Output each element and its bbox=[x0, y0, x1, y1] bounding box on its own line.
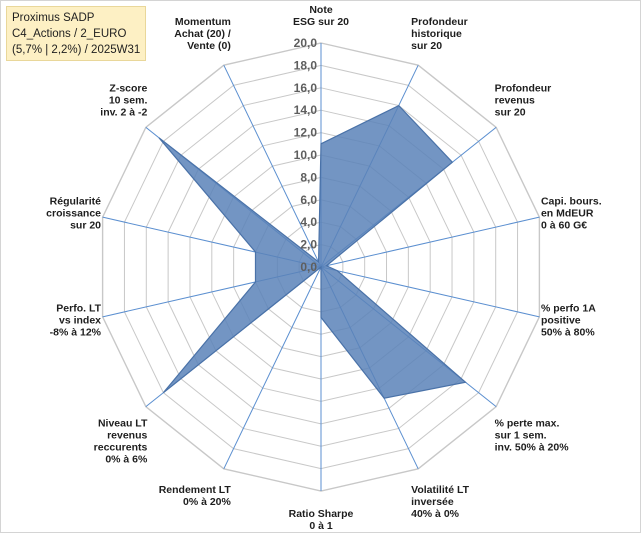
axis-label-line: vs index bbox=[59, 314, 101, 326]
axis-labels: Note ESG sur 20 Profondeur historique sur 20… bbox=[46, 4, 602, 532]
axis-label-line: Profondeur bbox=[495, 82, 552, 94]
axis-label: Rendement LT 0% à 20% bbox=[159, 484, 232, 508]
axis-label: Profondeur revenus sur 20 bbox=[495, 82, 552, 118]
axis-label-line: % perfo 1A bbox=[541, 302, 596, 314]
axis-label: Régularité croissance sur 20 bbox=[46, 196, 101, 232]
radial-ticks: 0,0 2,0 4,0 6,0 8,0 10,0 12,0 14,0 16,0 18,0 20,0 bbox=[294, 36, 318, 274]
axis-label-line: Achat (20) / bbox=[174, 28, 231, 40]
axis-label: Profondeur historique sur 20 bbox=[411, 16, 468, 52]
axis-label-line: sur 20 bbox=[495, 106, 526, 118]
tick-label: 8,0 bbox=[300, 170, 317, 184]
axis-label: Ratio Sharpe 0 à 1 bbox=[289, 508, 354, 532]
series-polygon bbox=[158, 104, 467, 399]
axis-label-line: Vente (0) bbox=[187, 40, 231, 52]
axis-label: Z-score 10 sem. inv. 2 à -2 bbox=[100, 82, 147, 118]
axis-label-line: Z-score bbox=[109, 82, 147, 94]
tick-label: 14,0 bbox=[294, 103, 318, 117]
tick-label: 18,0 bbox=[294, 58, 318, 72]
tick-label: 12,0 bbox=[294, 126, 318, 140]
axis-label-line: revenus bbox=[107, 430, 147, 442]
axis-label-line: en MdEUR bbox=[541, 208, 594, 220]
tick-label: 2,0 bbox=[300, 238, 317, 252]
axis-label-line: % perte max. bbox=[495, 418, 560, 430]
tick-label: 20,0 bbox=[294, 36, 318, 50]
tick-label: 16,0 bbox=[294, 81, 318, 95]
axis-spoke bbox=[320, 216, 540, 268]
axis-label-line: 0 à 60 G€ bbox=[541, 220, 587, 232]
axis-label-line: 50% à 80% bbox=[541, 326, 595, 338]
chart-title: Proximus SADP bbox=[12, 12, 95, 24]
axis-label: % perfo 1A positive 50% à 80% bbox=[541, 302, 596, 338]
axis-label-line: Rendement LT bbox=[159, 484, 232, 496]
chart-period: (5,7% | 2,2%) / 2025W31 bbox=[12, 44, 141, 56]
axis-label-line: Perfo. LT bbox=[56, 302, 101, 314]
axis-label: Momentum Achat (20) / Vente (0) bbox=[174, 16, 231, 52]
axis-label-line: 0% à 20% bbox=[183, 496, 232, 508]
axis-spoke bbox=[223, 64, 322, 268]
tick-label: 4,0 bbox=[300, 215, 317, 229]
axis-label-line: 0 à 1 bbox=[309, 520, 333, 532]
axis-label-line: -8% à 12% bbox=[50, 326, 102, 338]
tick-label: 6,0 bbox=[300, 193, 317, 207]
axis-label-line: historique bbox=[411, 28, 462, 40]
axis-spoke bbox=[320, 266, 540, 318]
axis-label-line: croissance bbox=[46, 208, 101, 220]
tick-label: 0,0 bbox=[300, 260, 317, 274]
tick-label: 10,0 bbox=[294, 148, 318, 162]
axis-label-line: inv. 2 à -2 bbox=[100, 106, 147, 118]
axis-label-line: sur 1 sem. bbox=[495, 430, 547, 442]
axis-label-line: Profondeur bbox=[411, 16, 468, 28]
chart-subtitle: C4_Actions / 2_EURO bbox=[12, 28, 127, 40]
axis-label-line: inversée bbox=[411, 496, 454, 508]
axis-label-line: reccurents bbox=[94, 442, 148, 454]
series-area bbox=[158, 104, 467, 399]
axis-label-line: positive bbox=[541, 314, 581, 326]
axis-label-line: Note bbox=[309, 4, 332, 16]
axis-label-line: revenus bbox=[495, 94, 535, 106]
axis-label: % perte max. sur 1 sem. inv. 50% à 20% bbox=[495, 418, 570, 454]
axis-label-line: Capi. bours. bbox=[541, 196, 602, 208]
axis-label-line: Niveau LT bbox=[98, 418, 148, 430]
axis-label-line: Volatilité LT bbox=[411, 484, 470, 496]
axis-label: Volatilité LT inversée 40% à 0% bbox=[411, 484, 470, 520]
axis-label-line: 10 sem. bbox=[109, 94, 148, 106]
axis-label-line: Ratio Sharpe bbox=[289, 508, 354, 520]
axis-label-line: ESG sur 20 bbox=[293, 16, 349, 28]
axis-label: Perfo. LT vs index -8% à 12% bbox=[50, 302, 102, 338]
axis-label-line: sur 20 bbox=[411, 40, 442, 52]
axis-label-line: Momentum bbox=[175, 16, 231, 28]
axis-label: Capi. bours. en MdEUR 0 à 60 G€ bbox=[541, 196, 602, 232]
axis-label-line: sur 20 bbox=[70, 220, 101, 232]
chart-title-box: Proximus SADP C4_Actions / 2_EURO (5,7% … bbox=[6, 6, 146, 61]
axis-label-line: 40% à 0% bbox=[411, 508, 460, 520]
axis-label: Note ESG sur 20 bbox=[293, 4, 349, 28]
axis-spoke bbox=[223, 266, 322, 470]
axis-label-line: 0% à 6% bbox=[105, 454, 148, 466]
axis-label-line: inv. 50% à 20% bbox=[495, 442, 570, 454]
axis-label-line: Régularité bbox=[50, 196, 102, 208]
axis-label: Niveau LT revenus reccurents 0% à 6% bbox=[94, 418, 148, 466]
